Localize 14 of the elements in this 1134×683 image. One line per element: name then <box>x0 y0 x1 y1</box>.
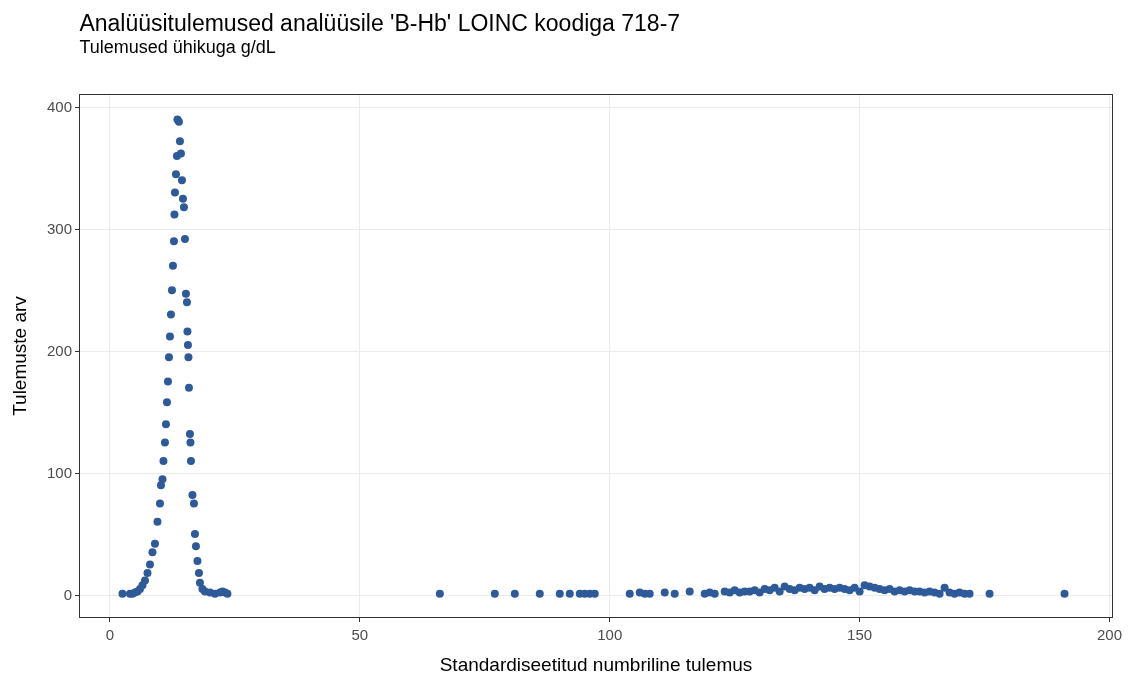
x-axis-title: Standardiseetitud numbriline tulemus <box>439 653 753 675</box>
y-tick-label: 100 <box>46 464 72 482</box>
x-tick-label: 50 <box>351 626 369 643</box>
y-tick-label: 300 <box>46 220 72 238</box>
x-tick-label: 200 <box>1096 626 1123 643</box>
x-tick-label: 150 <box>847 626 873 643</box>
chart-subtitle: Tulemused ühikuga g/dL <box>79 36 276 57</box>
y-tick-label: 400 <box>46 98 72 116</box>
y-tick-label: 0 <box>63 586 72 604</box>
x-tick-label: 0 <box>105 626 115 643</box>
x-tick-label: 100 <box>597 626 623 643</box>
chart-title: Analüüsitulemused analüüsile 'B-Hb' LOINC koodiga 718-7 <box>79 9 681 36</box>
y-axis-title: Tulemuste arv <box>8 295 30 416</box>
y-tick-label: 200 <box>46 342 72 360</box>
